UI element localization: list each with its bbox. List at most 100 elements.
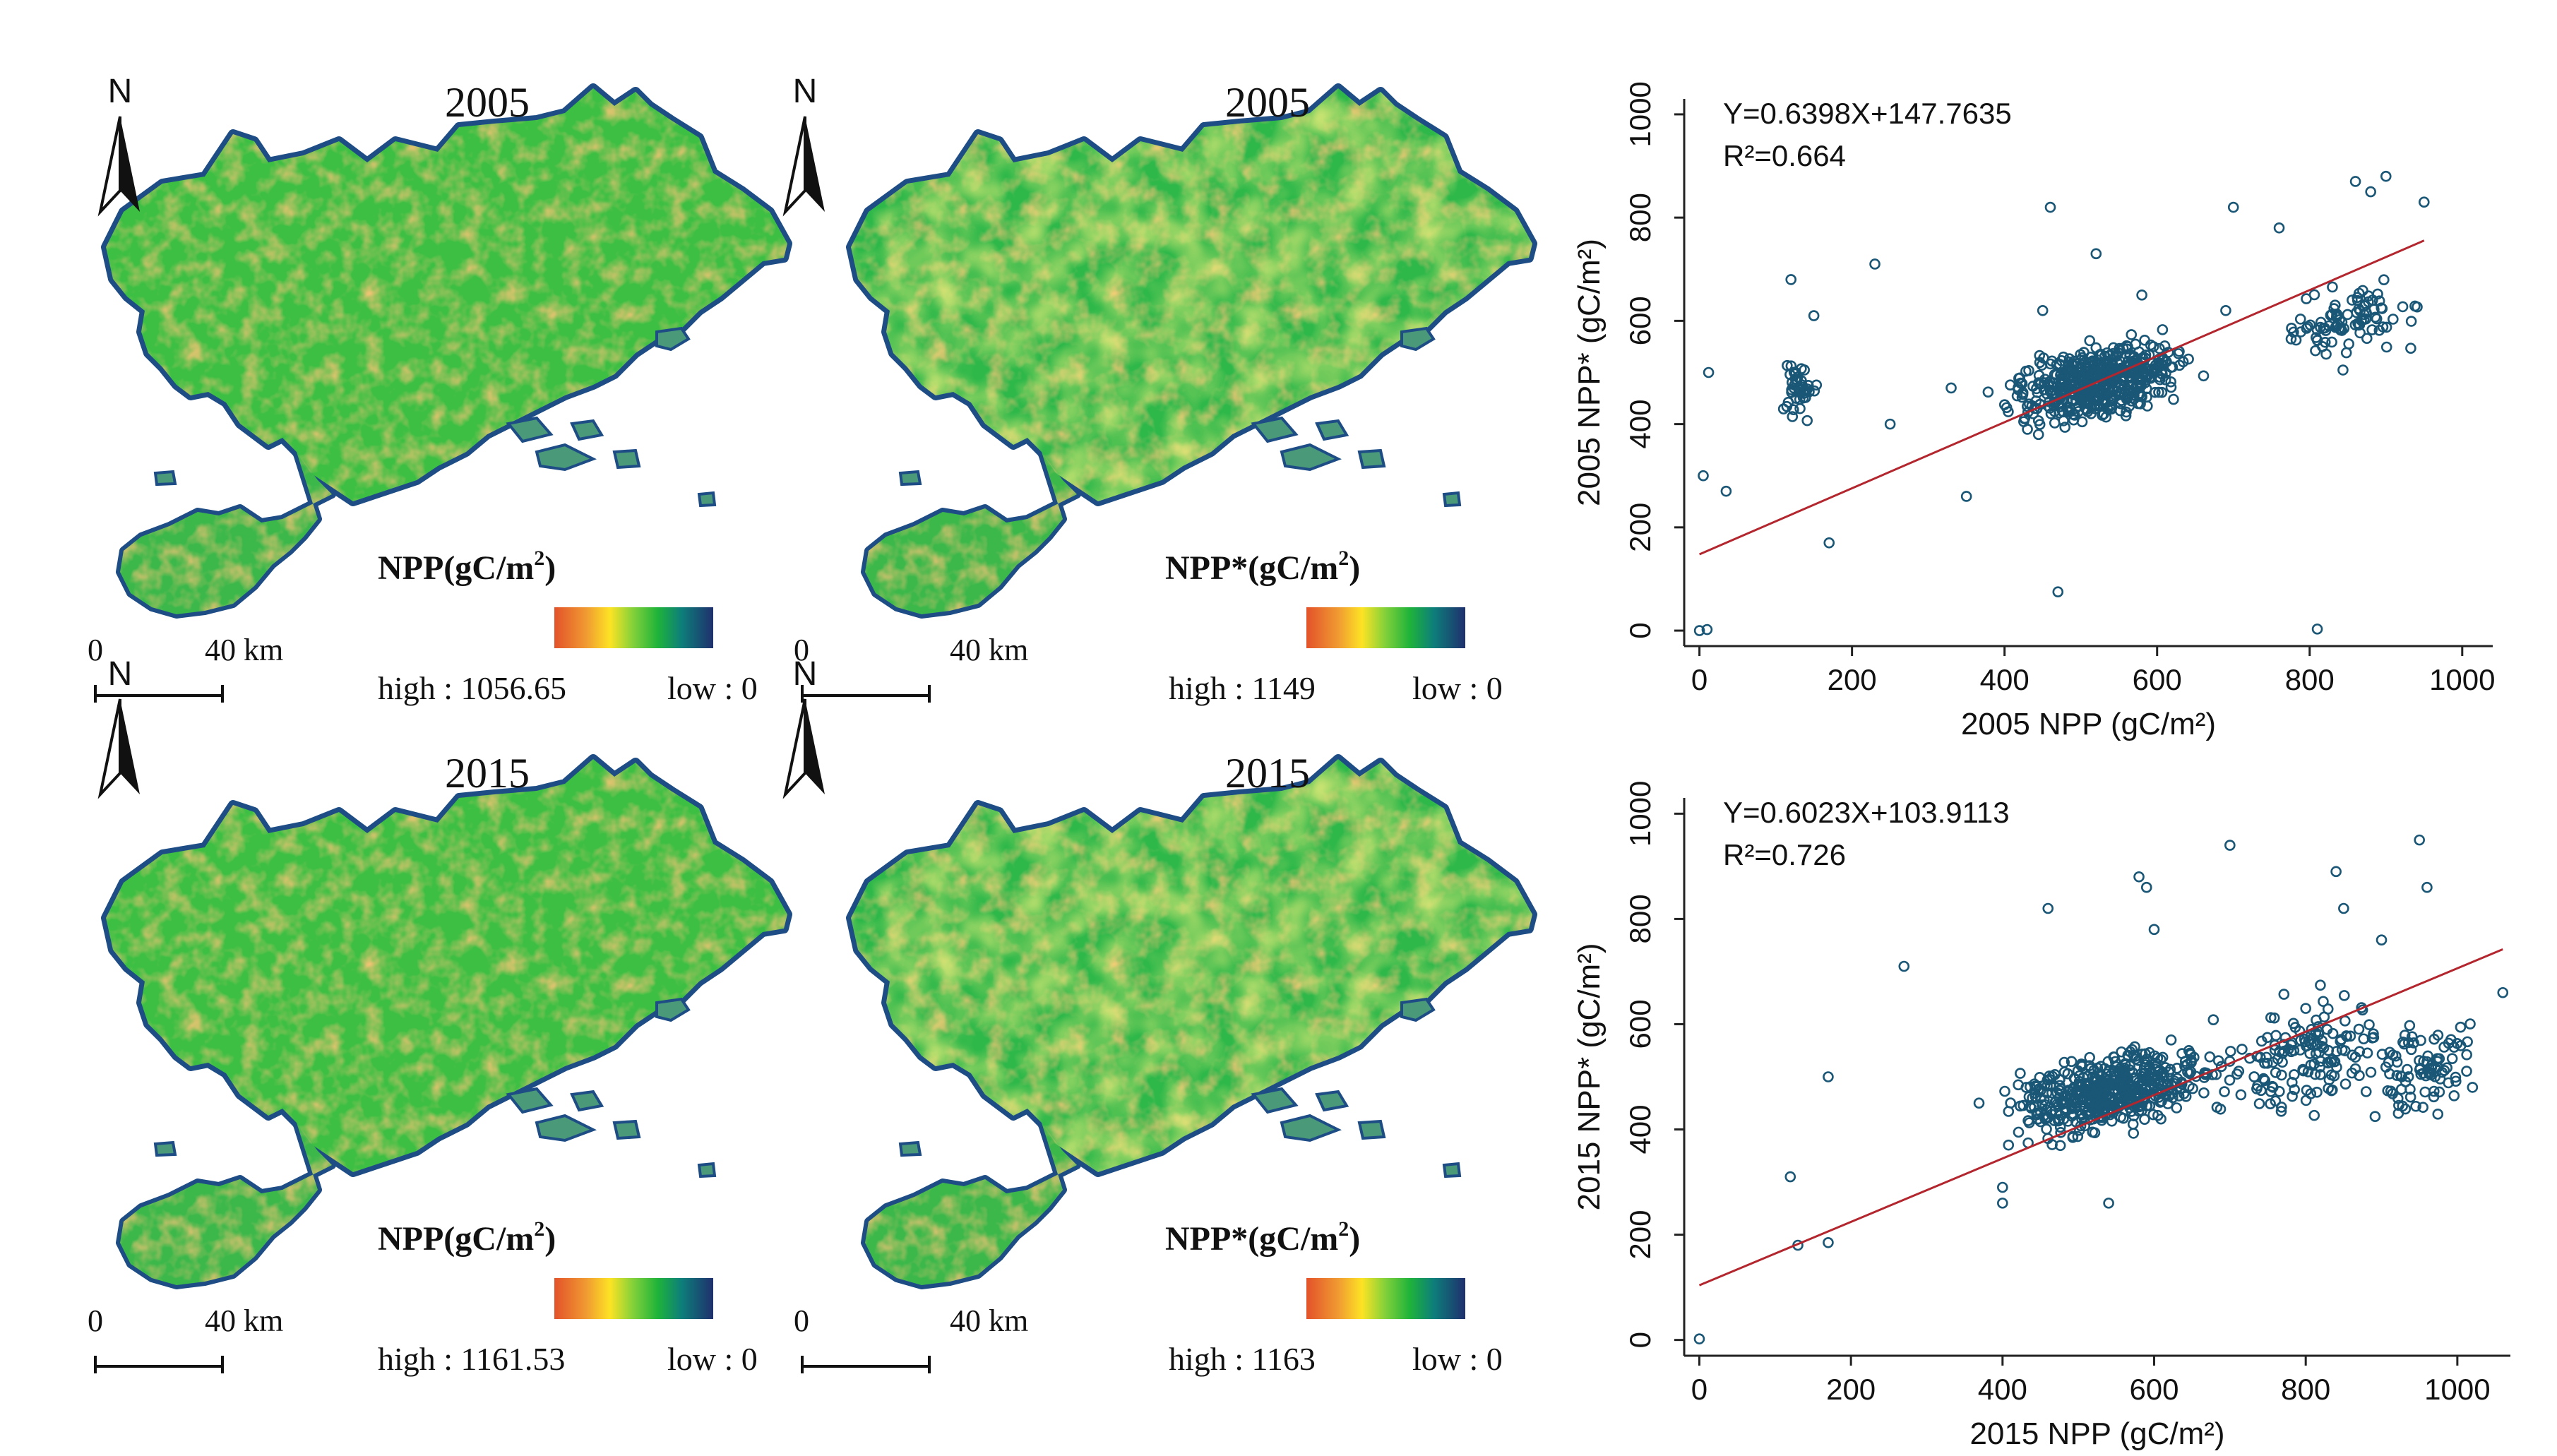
data-point: [2361, 306, 2372, 318]
data-point: [2159, 340, 2171, 352]
data-point: [2136, 290, 2147, 301]
data-point: [2139, 335, 2150, 346]
data-point: [2092, 1080, 2104, 1091]
data-point: [2349, 1063, 2361, 1075]
data-point: [2318, 996, 2329, 1008]
data-point: [2140, 881, 2152, 893]
data-point: [2301, 1040, 2312, 1052]
data-point: [1973, 1097, 1985, 1109]
data-point: [2124, 348, 2135, 360]
scale-zero-label: 0: [794, 1303, 809, 1338]
data-point: [2412, 301, 2423, 313]
data-point: [2130, 338, 2142, 350]
data-point: [2353, 1023, 2365, 1035]
legend-title-text: NPP(gC/m: [378, 1220, 534, 1258]
data-point: [2071, 358, 2082, 369]
r-squared-label: R²=0.664: [1723, 139, 1846, 172]
data-point: [2080, 402, 2092, 414]
data-point: [2142, 400, 2153, 412]
data-point: [2265, 1098, 2276, 1110]
data-point: [2124, 1064, 2135, 1075]
data-point: [2067, 1108, 2079, 1120]
data-point: [2174, 359, 2186, 371]
data-point: [2097, 386, 2109, 398]
data-point: [2095, 348, 2106, 360]
data-point: [2101, 1068, 2112, 1080]
data-point: [2349, 176, 2361, 187]
data-point: [2302, 1066, 2314, 1078]
map-island: [1357, 1119, 1386, 1140]
data-point: [2215, 1103, 2227, 1115]
data-point: [2207, 1014, 2219, 1025]
data-point: [2402, 1063, 2413, 1075]
scatter-points: [1693, 170, 2430, 636]
north-label: N: [793, 655, 818, 693]
data-point: [2098, 408, 2109, 420]
data-point: [2322, 1003, 2334, 1015]
data-point: [2315, 1069, 2326, 1080]
map-year-title: 2005: [1225, 79, 1310, 126]
data-point: [2325, 309, 2337, 321]
data-point: [2165, 376, 2176, 388]
data-point: [1790, 368, 1801, 379]
data-point: [2446, 1053, 2458, 1064]
data-point: [2084, 1051, 2095, 1063]
legend-title: NPP(gC/m2): [378, 1217, 556, 1258]
data-point: [2315, 1056, 2327, 1067]
data-point: [2140, 349, 2152, 361]
data-point: [2373, 295, 2385, 306]
north-arrow-right: [120, 699, 140, 794]
data-point: [2044, 201, 2056, 213]
map-island: [153, 470, 177, 487]
data-point: [2182, 1066, 2193, 1078]
data-point: [2315, 979, 2326, 991]
data-point: [2406, 1031, 2418, 1042]
data-point: [2275, 1106, 2287, 1117]
data-point: [2090, 248, 2102, 260]
data-point: [2359, 309, 2370, 321]
data-point: [2104, 1099, 2115, 1111]
data-point: [2276, 1069, 2287, 1081]
map-island: [153, 1140, 177, 1157]
data-point: [2244, 1052, 2255, 1064]
data-point: [1720, 485, 1732, 497]
regression-line: [1699, 239, 2425, 556]
data-point: [2093, 1069, 2105, 1081]
data-point: [2059, 422, 2071, 433]
map-island: [898, 470, 922, 487]
data-point: [2034, 378, 2046, 390]
data-point: [2198, 1087, 2210, 1099]
data-point: [2224, 840, 2236, 851]
data-point: [2152, 1052, 2164, 1064]
data-point: [2287, 1090, 2298, 1102]
data-point: [2224, 1046, 2236, 1057]
data-point: [2378, 274, 2390, 286]
data-point: [2219, 1086, 2230, 1097]
data-point: [2055, 368, 2067, 380]
map-npp-texture: [120, 1123, 332, 1285]
data-point: [2464, 1018, 2476, 1030]
data-point: [2497, 986, 2509, 998]
data-point: [2338, 902, 2349, 914]
data-point: [1787, 411, 1799, 422]
data-point: [2141, 1100, 2153, 1111]
legend-title-sup: 2: [1338, 1217, 1349, 1241]
y-tick-label: 200: [1623, 1210, 1657, 1260]
x-tick-label: 0: [1691, 1373, 1707, 1406]
data-point: [2068, 1073, 2080, 1085]
data-point: [2338, 990, 2350, 1001]
data-point: [2055, 1096, 2067, 1108]
data-point: [2276, 1102, 2287, 1113]
map-island: [697, 491, 717, 508]
data-point: [2150, 386, 2161, 398]
north-arrow-right: [120, 117, 140, 212]
data-point: [2361, 333, 2373, 345]
scatter-chart: 0 200 400 600 800 1000 0 200 400 600 800 1000 2005 N…: [1572, 81, 2496, 741]
data-point: [2176, 1078, 2188, 1090]
data-point: [2144, 1046, 2155, 1058]
data-point: [2023, 364, 2034, 376]
data-point: [2058, 1056, 2070, 1068]
scale-bar: 0 40 km: [88, 633, 283, 703]
x-tick-label: 200: [1828, 663, 1877, 696]
data-point: [2308, 1058, 2320, 1070]
